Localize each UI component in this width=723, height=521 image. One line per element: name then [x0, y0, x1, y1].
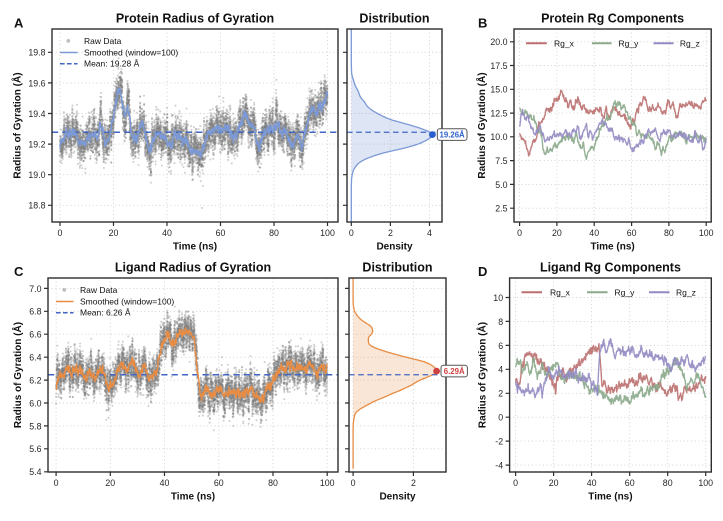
svg-text:80: 80: [268, 478, 278, 488]
svg-text:20: 20: [552, 228, 562, 238]
svg-text:Ligand Radius of Gyration: Ligand Radius of Gyration: [115, 261, 271, 275]
svg-text:Density: Density: [376, 242, 413, 253]
svg-text:100: 100: [320, 228, 335, 238]
svg-text:18.8: 18.8: [28, 201, 45, 211]
svg-text:Distribution: Distribution: [362, 261, 432, 275]
svg-text:19.26Å: 19.26Å: [440, 131, 466, 140]
svg-text:7.0: 7.0: [29, 284, 41, 294]
svg-text:5.8: 5.8: [29, 421, 41, 431]
svg-text:0: 0: [513, 478, 518, 488]
svg-text:Ligand Rg Components: Ligand Rg Components: [540, 261, 681, 275]
svg-text:40: 40: [162, 228, 172, 238]
svg-text:6.4: 6.4: [29, 353, 41, 363]
svg-text:20.0: 20.0: [490, 37, 507, 47]
svg-text:Radius of Gyration (Å): Radius of Gyration (Å): [475, 72, 488, 178]
svg-text:6.2: 6.2: [29, 376, 41, 386]
svg-text:Radius of Gyration (Å): Radius of Gyration (Å): [476, 322, 489, 428]
svg-text:60: 60: [214, 478, 224, 488]
svg-text:Rg_y: Rg_y: [619, 38, 640, 48]
svg-text:Mean: 6.26 Å: Mean: 6.26 Å: [80, 308, 131, 318]
svg-text:20: 20: [109, 228, 119, 238]
svg-text:Smoothed (window=100): Smoothed (window=100): [84, 48, 178, 58]
svg-text:2: 2: [411, 478, 416, 488]
svg-text:Rg_x: Rg_x: [550, 287, 571, 297]
svg-text:Density: Density: [379, 492, 416, 503]
svg-text:6.8: 6.8: [29, 307, 41, 317]
svg-text:60: 60: [627, 228, 637, 238]
svg-text:C: C: [14, 264, 24, 279]
svg-text:Rg_x: Rg_x: [554, 38, 575, 48]
svg-text:D: D: [478, 264, 487, 279]
svg-text:0: 0: [349, 228, 354, 238]
svg-text:Protein Radius of Gyration: Protein Radius of Gyration: [116, 12, 274, 26]
svg-text:5.4: 5.4: [29, 467, 41, 477]
svg-text:7.5: 7.5: [495, 156, 507, 166]
svg-text:0: 0: [498, 413, 503, 423]
svg-text:80: 80: [663, 478, 673, 488]
svg-text:19.0: 19.0: [28, 170, 45, 180]
svg-text:2: 2: [498, 389, 503, 399]
svg-text:15.0: 15.0: [490, 85, 507, 95]
svg-text:40: 40: [587, 478, 597, 488]
svg-text:6.29Å: 6.29Å: [444, 367, 465, 376]
svg-text:Radius of Gyration (Å): Radius of Gyration (Å): [11, 322, 24, 428]
svg-text:80: 80: [269, 228, 279, 238]
svg-text:Time (ns): Time (ns): [173, 242, 217, 253]
svg-text:Time (ns): Time (ns): [590, 242, 634, 253]
svg-text:60: 60: [216, 228, 226, 238]
svg-text:80: 80: [664, 228, 674, 238]
svg-text:B: B: [478, 16, 487, 31]
svg-text:60: 60: [625, 478, 635, 488]
svg-text:Mean: 19.28 Å: Mean: 19.28 Å: [84, 59, 140, 69]
svg-text:19.8: 19.8: [28, 48, 45, 58]
svg-text:20: 20: [105, 478, 115, 488]
svg-text:19.6: 19.6: [28, 78, 45, 88]
svg-text:Raw Data: Raw Data: [80, 285, 118, 295]
svg-text:Radius of Gyration (Å): Radius of Gyration (Å): [10, 72, 23, 178]
svg-text:4: 4: [498, 365, 503, 375]
svg-text:0: 0: [351, 478, 356, 488]
svg-text:19.4: 19.4: [28, 109, 45, 119]
svg-text:100: 100: [698, 478, 713, 488]
svg-text:Protein Rg Components: Protein Rg Components: [541, 12, 684, 26]
svg-text:0: 0: [58, 228, 63, 238]
svg-text:10: 10: [493, 293, 503, 303]
svg-text:6.6: 6.6: [29, 330, 41, 340]
svg-text:8: 8: [498, 317, 503, 327]
svg-text:-2: -2: [495, 437, 503, 447]
svg-text:0: 0: [54, 478, 59, 488]
svg-text:6.0: 6.0: [29, 398, 41, 408]
svg-text:20: 20: [549, 478, 559, 488]
svg-text:Time (ns): Time (ns): [171, 492, 215, 503]
svg-text:40: 40: [589, 228, 599, 238]
svg-text:-4: -4: [495, 461, 503, 471]
svg-text:12.5: 12.5: [490, 109, 507, 119]
svg-text:0: 0: [517, 228, 522, 238]
svg-text:100: 100: [699, 228, 714, 238]
svg-text:Rg_y: Rg_y: [615, 287, 636, 297]
svg-text:19.2: 19.2: [28, 140, 45, 150]
svg-text:Smoothed (window=100): Smoothed (window=100): [80, 297, 174, 307]
svg-text:17.5: 17.5: [490, 61, 507, 71]
svg-text:10.0: 10.0: [490, 132, 507, 142]
svg-text:Raw Data: Raw Data: [84, 36, 122, 46]
svg-text:2.5: 2.5: [495, 204, 507, 214]
svg-text:5.0: 5.0: [495, 180, 507, 190]
svg-text:2: 2: [388, 228, 393, 238]
svg-text:100: 100: [320, 478, 335, 488]
svg-text:6: 6: [498, 341, 503, 351]
svg-text:5.6: 5.6: [29, 444, 41, 454]
svg-text:Time (ns): Time (ns): [588, 492, 632, 503]
svg-text:Distribution: Distribution: [359, 12, 429, 26]
svg-text:Rg_z: Rg_z: [680, 38, 700, 48]
svg-text:40: 40: [160, 478, 170, 488]
svg-text:Rg_z: Rg_z: [676, 287, 696, 297]
svg-text:4: 4: [427, 228, 432, 238]
svg-text:A: A: [14, 16, 24, 31]
